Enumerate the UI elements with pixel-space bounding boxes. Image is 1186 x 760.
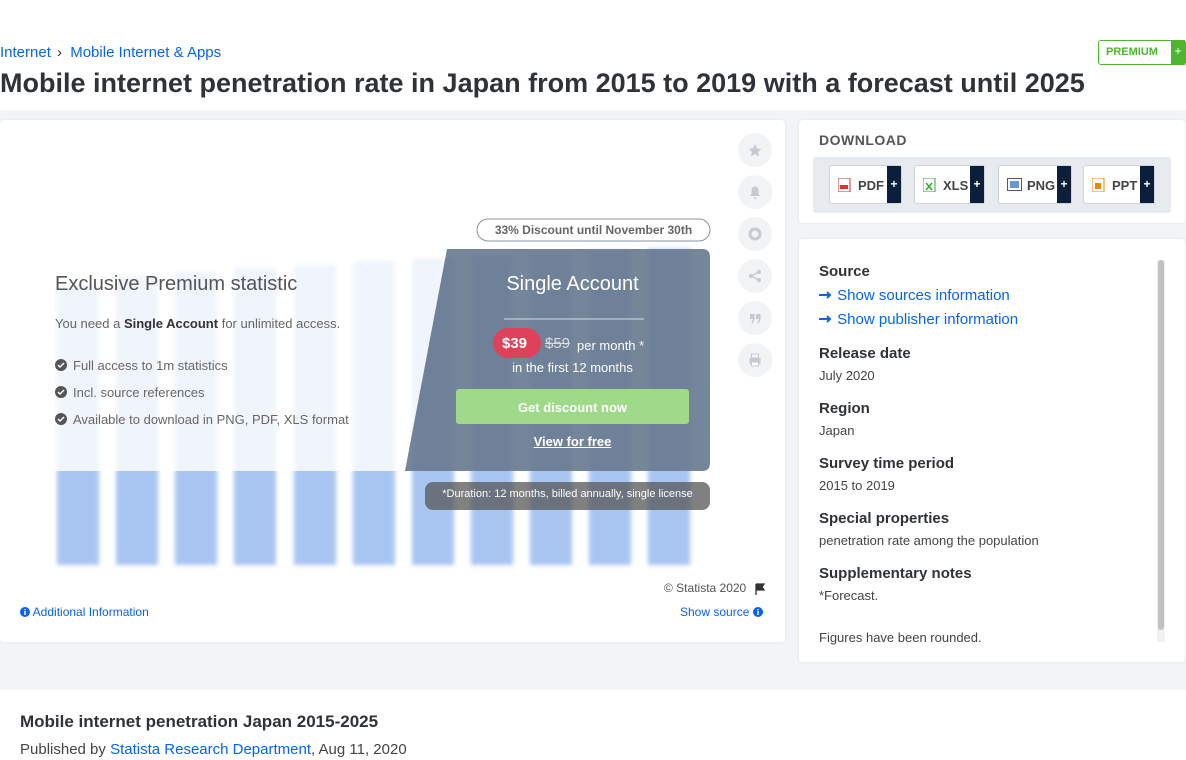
format-name: PNG — [1027, 178, 1056, 193]
feature-text: Available to download in PNG, PDF, XLS f… — [73, 412, 349, 427]
publisher-link[interactable]: Show publisher information — [819, 311, 1018, 328]
show-source[interactable]: Show source — [680, 605, 763, 619]
duration-text: *Duration: 12 months, billed annually, s… — [442, 488, 693, 500]
flag-icon[interactable] — [754, 583, 766, 595]
free-link[interactable]: View for free — [533, 434, 612, 449]
share-button[interactable] — [738, 259, 772, 293]
detail-label: Supplementary notes — [819, 565, 972, 582]
discount-text: 33% Discount until November 30th — [494, 223, 693, 237]
detail-value: July 2020 — [819, 368, 875, 383]
feature-text: Full access to 1m statistics — [73, 358, 228, 373]
cite-button[interactable] — [738, 301, 772, 335]
detail-value: 2015 to 2019 — [819, 478, 895, 493]
button-text[interactable]: Get discount now — [517, 400, 628, 415]
breadcrumb-link[interactable]: Internet — [0, 44, 51, 61]
offer-title: Single Account — [506, 273, 639, 295]
link-text[interactable]: Show publisher information — [837, 311, 1019, 328]
download-png[interactable]: PNG + — [998, 165, 1072, 204]
format-plus: + — [887, 166, 901, 203]
settings-button[interactable] — [738, 217, 772, 251]
feature: Available to download in PNG, PDF, XLS f… — [55, 411, 349, 438]
breadcrumb-link[interactable]: Mobile Internet & Apps — [70, 44, 222, 61]
link-text[interactable]: Additional Information — [32, 605, 149, 619]
download-label: DOWNLOAD — [819, 132, 907, 148]
download-xls[interactable]: XLS + — [914, 165, 985, 204]
author-link[interactable]: Statista Research Department — [110, 741, 312, 758]
text: for unlimited access. — [221, 316, 341, 331]
format-plus: + — [1057, 166, 1071, 203]
detail-label: Special properties — [819, 510, 950, 527]
alert-button[interactable] — [738, 175, 772, 209]
detail-label: Source — [819, 263, 870, 280]
format-name: PDF — [858, 178, 884, 193]
favorite-button[interactable] — [738, 133, 772, 167]
discount-pill — [476, 218, 711, 242]
offer-old-price: $59 — [545, 335, 571, 352]
feature-list: Full access to 1m statistics Incl. sourc… — [55, 357, 349, 438]
duration-pill — [425, 482, 710, 510]
price-badge — [493, 328, 541, 358]
format-plus: + — [1140, 166, 1154, 203]
paywall-heading: Exclusive Premium statistic — [55, 273, 298, 295]
paywall-text: You need a Single Account for unlimited … — [55, 316, 340, 331]
premium-plus: + — [1171, 40, 1185, 65]
format-name: PPT — [1112, 178, 1138, 193]
footer-area — [0, 690, 1186, 760]
feature: Incl. source references — [55, 384, 349, 411]
link-text[interactable]: Show source — [680, 605, 750, 619]
text: , Aug 11, 2020 — [311, 741, 407, 758]
text: You need a — [55, 316, 121, 331]
detail-value: Figures have been rounded. — [819, 630, 982, 645]
text: Single Account — [123, 316, 219, 331]
page-title: Mobile internet penetration rate in Japa… — [0, 68, 1085, 98]
premium-badge[interactable]: PREMIUM + — [1098, 40, 1186, 65]
premium-label: PREMIUM — [1106, 46, 1158, 58]
detail-value: *Forecast. — [819, 588, 879, 603]
format-name: XLS — [943, 178, 969, 193]
published-line: Published by Statista Research Departmen… — [20, 741, 407, 758]
footer-heading: Mobile internet penetration Japan 2015-2… — [20, 712, 379, 731]
format-plus: + — [970, 166, 984, 203]
offer-per: per month * — [577, 338, 645, 353]
download-pdf[interactable]: PDF + — [829, 165, 902, 204]
additional-info[interactable]: Additional Information — [20, 605, 149, 619]
text: Published by — [20, 741, 106, 758]
print-button[interactable] — [738, 343, 772, 377]
header-area — [0, 0, 1186, 110]
copyright: © Statista 2020 — [664, 581, 747, 595]
breadcrumb: Internet › Mobile Internet & Apps — [0, 44, 221, 61]
detail-label: Release date — [819, 345, 911, 362]
blurred-chart — [35, 218, 711, 565]
details-card — [799, 239, 1185, 662]
detail-value: Japan — [819, 423, 855, 438]
detail-value: penetration rate among the population — [819, 533, 1039, 548]
feature: Full access to 1m statistics — [55, 357, 349, 384]
link-text[interactable]: Show sources information — [837, 287, 1010, 304]
offer-price: $39 — [502, 335, 528, 352]
scroll-thumb[interactable] — [1158, 260, 1164, 630]
discount-button[interactable] — [456, 389, 689, 424]
offer-period: in the first 12 months — [512, 360, 633, 375]
feature-text: Incl. source references — [73, 385, 205, 400]
detail-label: Region — [819, 400, 870, 417]
detail-label: Survey time period — [819, 455, 955, 472]
breadcrumb-separator: › — [57, 44, 63, 61]
source-link[interactable]: Show sources information — [819, 287, 1010, 304]
download-ppt[interactable]: PPT + — [1083, 165, 1155, 204]
